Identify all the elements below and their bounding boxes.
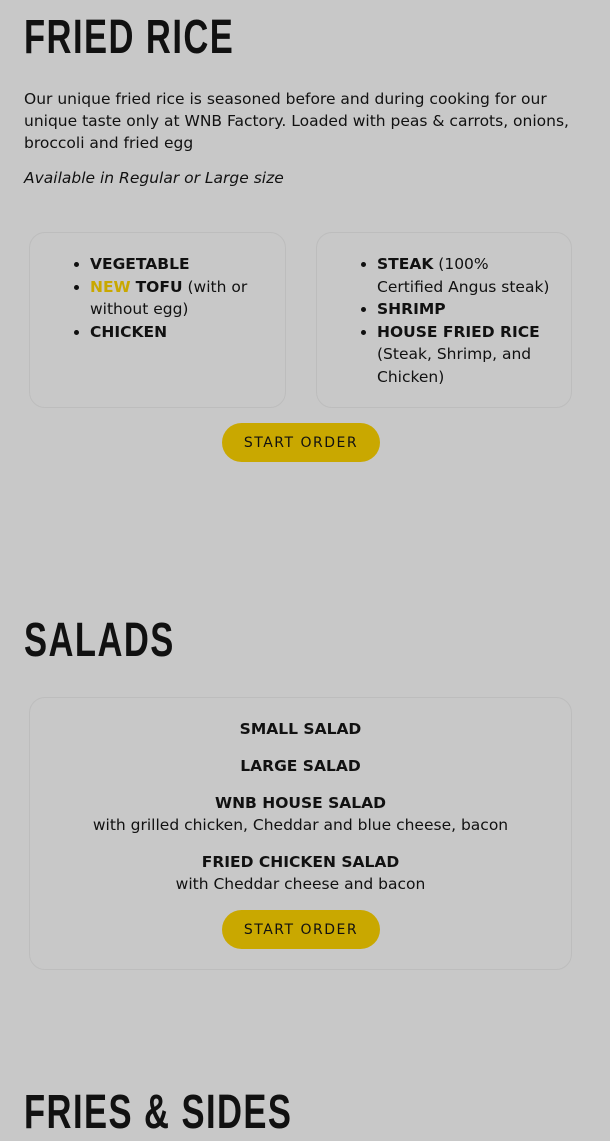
fried-rice-start-order-button[interactable]: START ORDER [222, 423, 380, 462]
new-badge: NEW [90, 277, 131, 296]
list-item: FRIED CHICKEN SALAD with Cheddar cheese a… [30, 851, 571, 895]
item-name: SHRIMP [377, 300, 446, 318]
item-note: (Steak, Shrimp, and Chicken) [377, 345, 532, 386]
item-name: STEAK [377, 255, 434, 273]
list-item: CHICKEN [90, 321, 271, 344]
item-name: TOFU [135, 277, 183, 296]
item-name: HOUSE FRIED RICE [377, 322, 540, 341]
item-name: SMALL SALAD [239, 720, 362, 738]
item-name: WNB HOUSE SALAD [214, 794, 387, 812]
salads-start-order-button[interactable]: START ORDER [222, 910, 380, 949]
list-item: STEAK (100% Certified Angus steak) [377, 253, 557, 298]
fried-rice-description: Our unique fried rice is seasoned before… [24, 90, 569, 152]
item-name: FRIED CHICKEN SALAD [201, 853, 400, 871]
fried-rice-title: FRIED RICE [24, 11, 235, 64]
list-item: SMALL SALAD [30, 718, 571, 740]
fried-rice-options-left: VEGETABLE NEW TOFU (with or without egg)… [29, 232, 286, 408]
list-item: NEW TOFU (with or without egg) [90, 276, 271, 321]
availability-note: Available in Regular or Large size [24, 169, 284, 187]
list-item: HOUSE FRIED RICE (Steak, Shrimp, and Chi… [377, 321, 557, 389]
list-item: LARGE SALAD [30, 755, 571, 777]
item-name: CHICKEN [90, 322, 168, 341]
item-note: with Cheddar cheese and bacon [175, 875, 426, 893]
item-note: (with or without egg) [90, 277, 248, 319]
list-item: VEGETABLE [90, 253, 271, 276]
salads-card: SMALL SALAD LARGE SALAD WNB HOUSE SALAD w… [29, 697, 572, 970]
item-name: LARGE SALAD [240, 757, 361, 775]
fried-rice-options-right: STEAK (100% Certified Angus steak) SHRIM… [316, 232, 572, 408]
item-name: VEGETABLE [90, 255, 190, 273]
list-item: WNB HOUSE SALAD with grilled chicken, Che… [30, 792, 571, 836]
item-note: (100% Certified Angus steak) [377, 255, 550, 296]
item-note: with grilled chicken, Cheddar and blue c… [92, 816, 509, 834]
fries-sides-title: FRIES & SIDES [24, 1086, 293, 1139]
list-item: SHRIMP [377, 298, 557, 321]
salads-title: SALADS [24, 614, 175, 667]
